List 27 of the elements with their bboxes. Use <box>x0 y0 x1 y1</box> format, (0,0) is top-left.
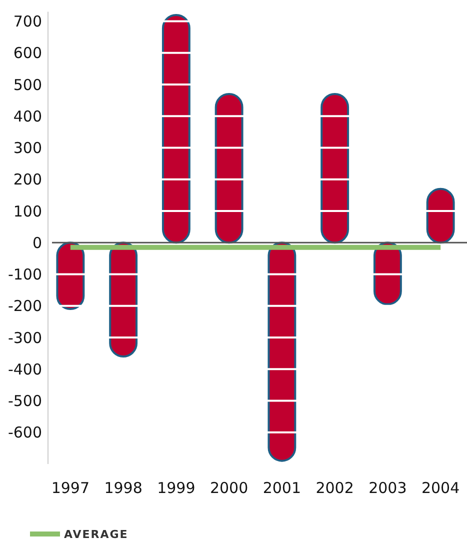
y-tick-label: -100 <box>8 266 42 284</box>
y-tick-label: -500 <box>8 392 42 410</box>
x-tick-label: 2001 <box>262 479 302 497</box>
bar <box>214 93 244 244</box>
bar <box>320 93 350 244</box>
y-tick-label: -600 <box>8 424 42 442</box>
x-tick-label: 2002 <box>316 479 354 497</box>
x-tick-label: 1997 <box>51 479 90 497</box>
x-tick-label: 2004 <box>421 479 460 497</box>
y-tick-label: 0 <box>32 234 42 252</box>
y-tick-label: 600 <box>13 44 42 62</box>
y-tick-label: 100 <box>13 202 42 220</box>
bar <box>268 242 296 462</box>
y-tick-label: 500 <box>13 76 42 94</box>
y-tick-label: -300 <box>8 328 42 347</box>
y-tick-label: 200 <box>13 170 42 189</box>
y-tick-label: -200 <box>8 297 42 316</box>
bar <box>162 14 190 244</box>
x-tick-label: 1999 <box>157 479 196 497</box>
y-tick-label: -400 <box>8 360 42 378</box>
x-tick-label: 2003 <box>368 479 407 497</box>
legend-label: AVERAGE <box>64 528 128 541</box>
y-tick-label: 400 <box>13 107 42 126</box>
x-tick-label: 2000 <box>210 479 248 497</box>
y-tick-label: 300 <box>13 139 42 158</box>
y-tick-label: 700 <box>13 12 42 31</box>
x-tick-label: 1998 <box>104 479 142 497</box>
